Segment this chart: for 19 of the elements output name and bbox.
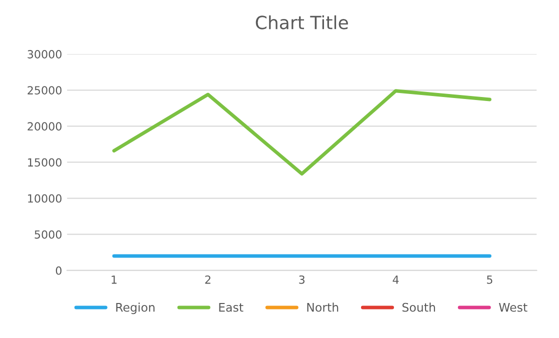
x-tick-label: 2 [205,275,210,284]
legend-label: East [219,303,244,312]
x-tick-label: 1 [112,276,117,284]
legend-label: South [402,302,436,312]
legend-label: Region [116,302,154,314]
line-series [112,89,492,176]
chart-title: Chart Title [256,15,348,30]
x-tick-label: 5 [487,276,492,284]
y-tick-label: 30000 [28,50,62,58]
x-tick-label: 4 [392,276,399,284]
y-tick-label: 0 [56,266,62,275]
x-tick-label: 3 [299,275,305,284]
y-tick-label: 5000 [34,230,62,239]
legend-label: North [307,302,338,312]
legend-label: West [498,303,528,312]
y-tick-label: 25000 [28,86,62,95]
y-tick-label: 10000 [28,194,62,203]
y-tick-label: 20000 [28,122,62,131]
y-tick-label: 15000 [28,158,62,167]
